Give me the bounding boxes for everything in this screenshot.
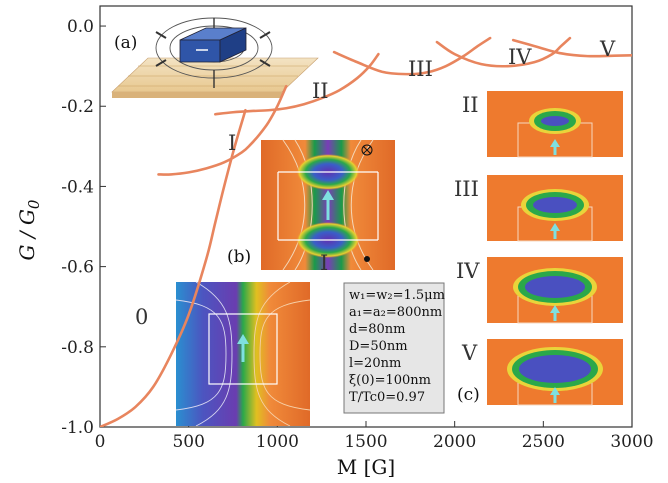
curve-branch-IV xyxy=(435,36,572,68)
param-line-1: w₁=w₂=1.5μm xyxy=(349,288,445,303)
y-axis-ticks: -1.0 -0.8 -0.6 -0.4 -0.2 0.0 xyxy=(61,17,106,438)
x-tick-label: 0 xyxy=(95,432,106,452)
panel-label-a: (a) xyxy=(114,33,137,53)
branch-label-I: I xyxy=(228,131,236,155)
param-line-6: ξ(0)=100nm xyxy=(349,373,431,388)
x-tick-label: 1000 xyxy=(256,432,299,452)
inset-I-map xyxy=(175,281,311,427)
inset-label-III: III xyxy=(454,177,479,201)
inset-IV-map xyxy=(487,257,623,324)
inset-a-schematic xyxy=(111,17,319,98)
branch-label-V: V xyxy=(599,37,616,61)
y-tick-label: 0.0 xyxy=(67,17,94,37)
curve-branch-0 xyxy=(100,108,247,427)
inset-label-II: II xyxy=(462,93,479,117)
param-line-3: d=80nm xyxy=(349,322,405,337)
panel-label-c: (c) xyxy=(457,385,480,405)
param-line-7: T/Tc0=0.97 xyxy=(349,390,425,405)
branch-label-III: III xyxy=(408,57,433,81)
inset-III-map xyxy=(487,175,623,242)
x-tick-label: 3000 xyxy=(610,432,653,452)
curve-branch-I xyxy=(157,84,288,176)
inset-II-map xyxy=(487,91,623,158)
x-axis-ticks: 0 500 1000 1500 2000 2500 3000 xyxy=(95,421,654,452)
inset-V-map xyxy=(487,339,623,406)
y-tick-label: -0.6 xyxy=(61,258,94,278)
curve-branch-III xyxy=(332,36,492,76)
y-tick-label: -0.8 xyxy=(61,338,94,358)
inset-label-IV: IV xyxy=(456,259,480,283)
x-tick-label: 2000 xyxy=(433,432,476,452)
param-line-5: l=20nm xyxy=(349,356,401,371)
parameter-box xyxy=(343,282,445,414)
svg-text:G / G0: G / G0 xyxy=(15,199,43,260)
x-tick-label: 2500 xyxy=(522,432,565,452)
panel-label-b: (b) xyxy=(227,247,251,267)
param-line-2: a₁=a₂=800nm xyxy=(349,305,442,320)
x-tick-label: 1500 xyxy=(344,432,387,452)
param-line-4: D=50nm xyxy=(349,339,408,354)
branch-label-II: II xyxy=(312,79,329,103)
x-tick-label: 500 xyxy=(172,432,204,452)
x-axis-title: M [G] xyxy=(337,455,395,479)
side-insets xyxy=(487,91,623,406)
inset-b-map xyxy=(261,139,395,271)
y-axis-title: G / G0 xyxy=(15,199,43,260)
branch-label-0: 0 xyxy=(135,305,148,329)
curve-series xyxy=(100,36,632,427)
inset-label-V: V xyxy=(461,341,478,365)
curve-branch-V xyxy=(511,38,632,58)
branch-label-IV: IV xyxy=(508,45,532,69)
y-tick-label: -0.2 xyxy=(61,97,94,117)
inset-label-I: I xyxy=(320,251,328,275)
y-tick-label: -1.0 xyxy=(61,418,94,438)
curve-branch-II xyxy=(213,52,380,116)
y-tick-label: -0.4 xyxy=(61,177,94,197)
